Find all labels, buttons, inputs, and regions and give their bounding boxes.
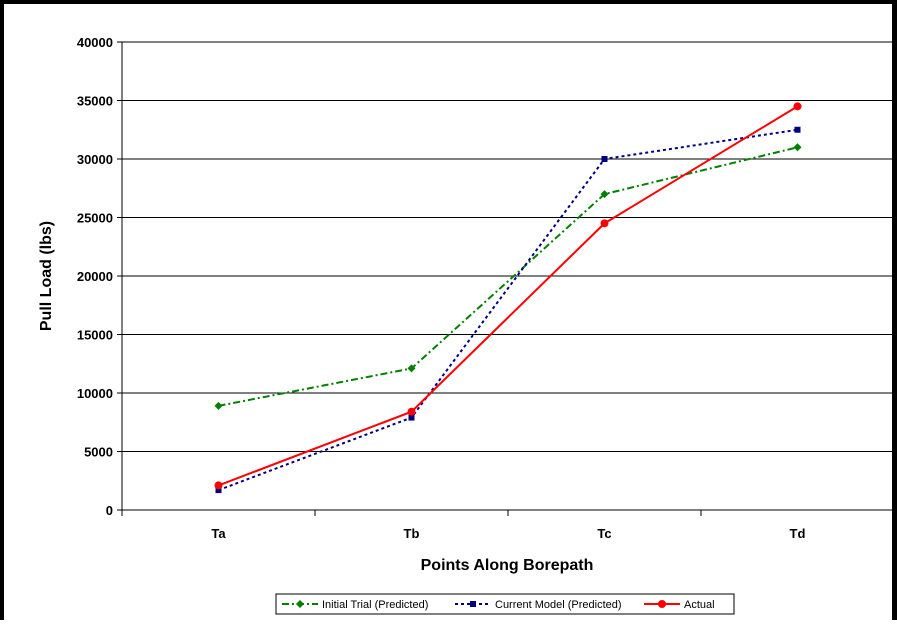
- y-tick-label: 10000: [77, 386, 113, 401]
- data-point: [407, 364, 416, 373]
- legend-label-1: Initial Trial (Predicted): [322, 599, 428, 611]
- series-3: [214, 102, 802, 490]
- legend-marker-3: [658, 600, 666, 608]
- data-point: [793, 102, 802, 111]
- series-2: [215, 126, 801, 494]
- legend-marker-1: [296, 600, 304, 608]
- data-point: [214, 401, 223, 410]
- data-point: [794, 126, 801, 133]
- y-tick-label: 20000: [77, 269, 113, 284]
- y-tick-label: 35000: [77, 94, 113, 109]
- legend-label-2: Current Model (Predicted): [495, 599, 622, 611]
- data-point: [600, 190, 609, 199]
- y-axis-title: Pull Load (lbs): [38, 221, 55, 331]
- data-series: [214, 102, 802, 494]
- line-chart: 0 5000 10000 15000 20000 25000 30000 35000 40000…: [38, 35, 895, 615]
- data-point: [793, 143, 802, 152]
- x-tick-label: Tb: [404, 526, 420, 541]
- y-tick-label: 40000: [77, 35, 113, 50]
- series-line: [218, 128, 798, 492]
- series-1: [214, 143, 802, 410]
- data-point: [600, 219, 609, 228]
- y-tick-label: 25000: [77, 211, 113, 226]
- x-axis-title: Points Along Borepath: [421, 557, 594, 574]
- data-point: [215, 487, 222, 494]
- legend-marker-2: [470, 601, 476, 607]
- series-line: [218, 105, 799, 487]
- y-tick-label: 0: [106, 503, 113, 518]
- axes: 0 5000 10000 15000 20000 25000 30000 35000 40000…: [77, 35, 895, 541]
- gridlines: [122, 41, 894, 452]
- data-point: [214, 481, 223, 490]
- data-point: [601, 156, 608, 162]
- data-point: [407, 407, 416, 416]
- legend: Initial Trial (Predicted) Current Model (…: [275, 593, 735, 615]
- y-tick-label: 5000: [84, 445, 113, 460]
- x-tick-label: Td: [790, 526, 806, 541]
- y-tick-label: 30000: [77, 152, 113, 167]
- series-line: [218, 146, 798, 407]
- y-tick-label: 15000: [77, 328, 113, 343]
- x-tick-label: Tc: [597, 526, 611, 541]
- legend-label-3: Actual: [684, 599, 715, 611]
- data-point: [408, 414, 415, 421]
- legend-box: [275, 593, 735, 615]
- x-tick-label: Ta: [211, 526, 226, 541]
